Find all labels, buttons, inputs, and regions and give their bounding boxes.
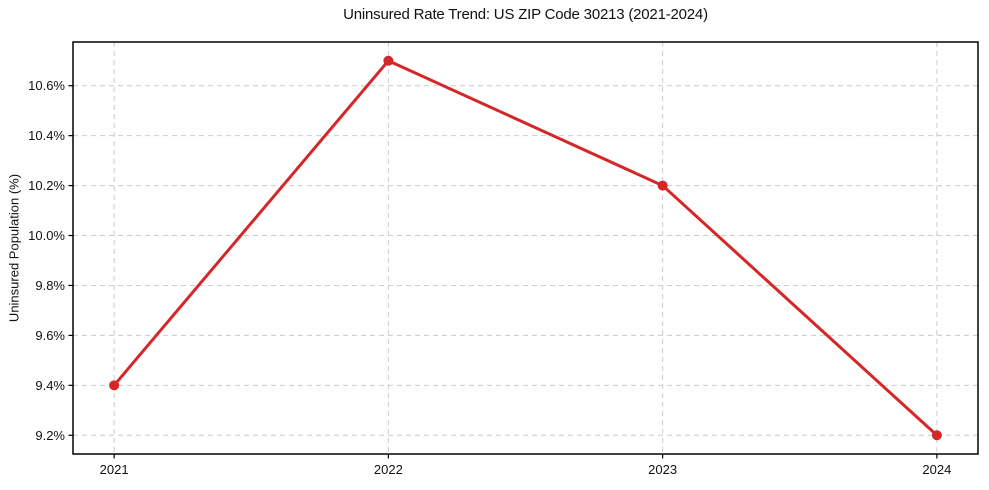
y-tick-label: 9.2% bbox=[35, 428, 65, 443]
y-tick-label: 10.0% bbox=[28, 228, 65, 243]
y-tick-label: 10.6% bbox=[28, 78, 65, 93]
x-tick-label: 2022 bbox=[374, 462, 403, 477]
y-tick-label: 10.2% bbox=[28, 178, 65, 193]
y-tick-label: 9.8% bbox=[35, 278, 65, 293]
data-point-marker bbox=[109, 380, 120, 391]
data-point-marker bbox=[657, 180, 668, 191]
x-tick-label: 2024 bbox=[922, 462, 951, 477]
y-tick-label: 9.4% bbox=[35, 378, 65, 393]
chart-title: Uninsured Rate Trend: US ZIP Code 30213 … bbox=[343, 6, 708, 23]
x-tick-label: 2023 bbox=[648, 462, 677, 477]
y-tick-label: 10.4% bbox=[28, 128, 65, 143]
x-tick-label: 2021 bbox=[100, 462, 129, 477]
plot-border bbox=[72, 41, 979, 455]
data-point-marker bbox=[931, 430, 942, 441]
data-point-marker bbox=[383, 55, 394, 66]
trend-line bbox=[112, 59, 939, 437]
y-tick-label: 9.6% bbox=[35, 328, 65, 343]
